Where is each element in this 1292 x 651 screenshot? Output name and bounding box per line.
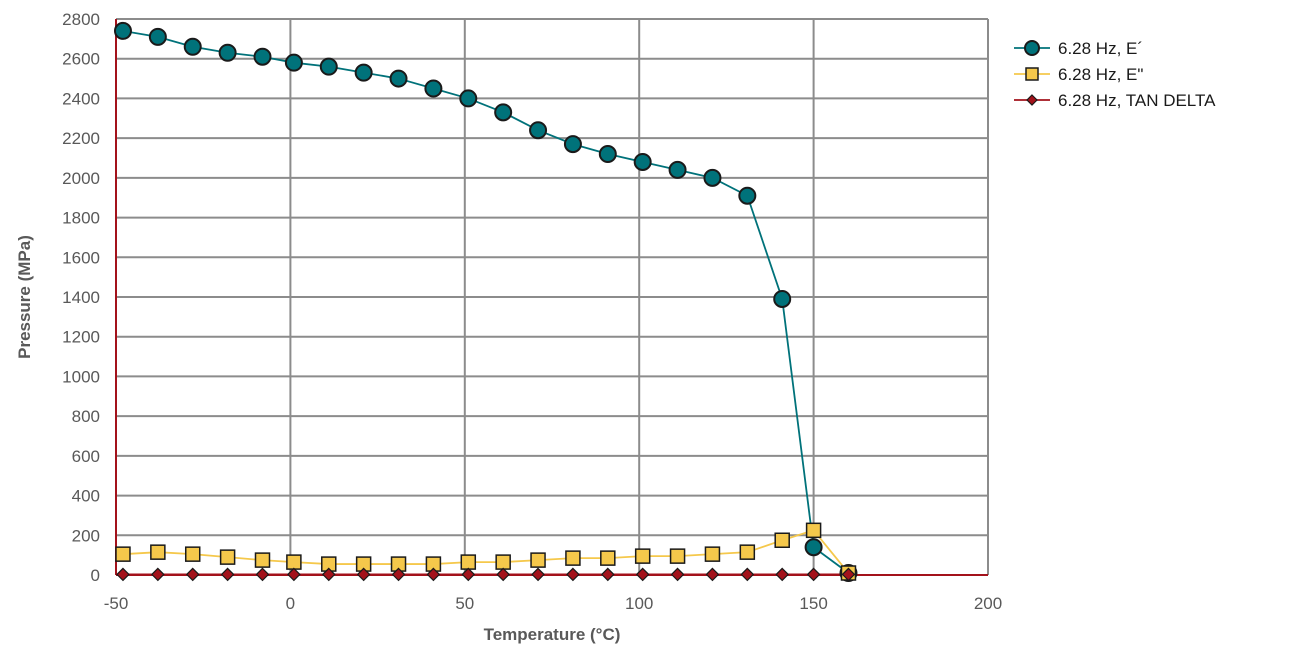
data-point-circle [253,47,272,66]
x-tick-label: 200 [974,594,1002,613]
x-tick-label: -50 [104,594,129,613]
data-point-circle [354,63,373,82]
y-tick-label: 1200 [62,328,100,347]
data-point-circle [389,69,408,88]
data-point-square [254,552,271,568]
y-tick-label: 2600 [62,50,100,69]
data-point-square [460,554,477,570]
data-point-circle [459,89,478,108]
data-point-diamond [670,567,685,582]
data-point-diamond [496,567,511,582]
data-point-circle [218,43,237,62]
y-axis-title: Pressure (MPa) [15,235,34,359]
data-point-diamond [255,567,270,582]
y-tick-label: 600 [72,447,100,466]
legend-marker-diamond [1026,94,1038,106]
data-point-square [495,554,511,570]
y-tick-label: 800 [72,407,100,426]
data-point-diamond [775,567,790,582]
data-point-diamond [531,567,545,582]
x-axis-title: Temperature (°C) [484,625,621,644]
series-markers [113,21,858,583]
data-point-circle [633,152,652,171]
y-tick-label: 200 [72,526,100,545]
y-tick-labels: 0 200 400 600 800 1000 1200 1400 1600 1800 2000 220… [62,10,100,585]
legend: 6.28 Hz, E´ 6.28 Hz, E" 6.28 Hz, TAN DELTA [1014,39,1216,110]
y-tick-label: 2000 [62,169,100,188]
data-point-diamond [321,567,336,582]
data-point-square [150,544,166,560]
y-tick-label: 1800 [62,209,100,228]
data-point-circle [529,121,548,140]
data-point-diamond [600,567,615,582]
data-point-circle [738,186,757,205]
y-tick-label: 2200 [62,129,100,148]
data-point-square [219,549,236,565]
x-tick-label: 100 [625,594,653,613]
legend-label: 6.28 Hz, E´ [1058,39,1143,58]
data-point-diamond [806,567,821,582]
data-point-diamond [391,567,406,582]
legend-marker-square [1025,67,1039,81]
data-point-diamond [287,567,301,582]
data-point-square [530,552,546,568]
data-point-circle [773,289,792,308]
legend-label: 6.28 Hz, E" [1058,65,1143,84]
y-tick-label: 1600 [62,248,100,267]
data-point-square [600,550,616,566]
data-point-diamond [740,567,755,582]
data-point-square [115,546,131,562]
y-tick-label: 2800 [62,10,100,29]
data-point-circle [148,27,167,46]
data-point-square [634,548,651,564]
data-point-circle [319,57,338,76]
x-tick-label: 0 [286,594,295,613]
data-point-square [565,550,581,566]
legend-marker-circle [1024,40,1040,56]
data-point-circle [183,37,202,56]
data-point-diamond [705,567,720,582]
data-point-diamond [356,567,371,582]
y-tick-label: 2400 [62,89,100,108]
data-point-square [774,532,790,548]
y-tick-label: 400 [72,487,100,506]
grid [116,18,989,575]
data-point-square [805,522,822,539]
data-point-diamond [116,567,130,582]
data-point-diamond [151,567,165,582]
y-tick-label: 1000 [62,367,100,386]
data-point-diamond [185,567,200,582]
data-point-square [739,544,756,560]
data-point-square [184,546,201,562]
x-tick-label: 50 [455,594,474,613]
y-tick-label: 0 [91,566,100,585]
data-point-circle [804,538,823,557]
series-line [122,529,850,574]
x-tick-label: 150 [799,594,827,613]
data-point-diamond [635,567,650,582]
data-point-diamond [220,567,235,582]
data-point-circle [113,21,132,40]
data-point-diamond [426,567,441,582]
x-tick-labels: -50 0 50 100 150 200 [104,594,1002,613]
data-point-square [669,548,686,564]
data-point-diamond [566,567,580,582]
series-lines [122,30,850,576]
data-point-circle [668,160,687,179]
data-point-square [704,546,721,562]
data-point-circle [563,135,582,154]
data-point-circle [703,168,722,187]
y-tick-label: 1400 [62,288,100,307]
data-point-circle [494,103,513,122]
data-point-diamond [841,567,856,582]
data-point-circle [598,145,617,164]
data-point-diamond [461,567,476,582]
data-point-square [286,554,302,570]
series-line [122,30,850,574]
legend-label: 6.28 Hz, TAN DELTA [1058,91,1216,110]
data-point-circle [424,79,443,98]
data-point-circle [284,53,303,72]
